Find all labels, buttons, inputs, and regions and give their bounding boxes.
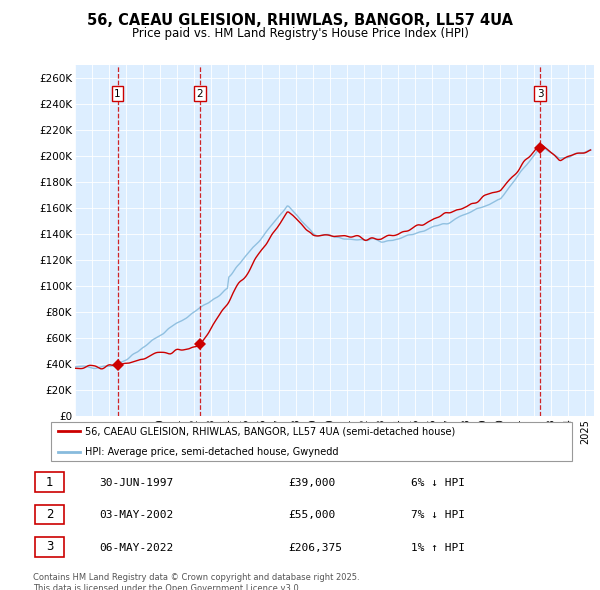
Text: 1% ↑ HPI: 1% ↑ HPI (411, 543, 465, 552)
Text: 30-JUN-1997: 30-JUN-1997 (99, 478, 173, 487)
Text: 2: 2 (46, 508, 53, 521)
Text: 7% ↓ HPI: 7% ↓ HPI (411, 510, 465, 520)
Text: 3: 3 (46, 540, 53, 553)
Text: 56, CAEAU GLEISION, RHIWLAS, BANGOR, LL57 4UA: 56, CAEAU GLEISION, RHIWLAS, BANGOR, LL5… (87, 13, 513, 28)
Text: £55,000: £55,000 (288, 510, 335, 520)
Text: 03-MAY-2002: 03-MAY-2002 (99, 510, 173, 520)
Text: Contains HM Land Registry data © Crown copyright and database right 2025.
This d: Contains HM Land Registry data © Crown c… (33, 573, 359, 590)
Text: Price paid vs. HM Land Registry's House Price Index (HPI): Price paid vs. HM Land Registry's House … (131, 27, 469, 40)
FancyBboxPatch shape (50, 422, 572, 461)
FancyBboxPatch shape (35, 472, 64, 492)
Text: 56, CAEAU GLEISION, RHIWLAS, BANGOR, LL57 4UA (semi-detached house): 56, CAEAU GLEISION, RHIWLAS, BANGOR, LL5… (85, 427, 455, 436)
Text: £206,375: £206,375 (288, 543, 342, 552)
Text: 1: 1 (46, 476, 53, 489)
FancyBboxPatch shape (35, 537, 64, 557)
Text: 1: 1 (114, 88, 121, 99)
Text: 6% ↓ HPI: 6% ↓ HPI (411, 478, 465, 487)
Text: £39,000: £39,000 (288, 478, 335, 487)
FancyBboxPatch shape (35, 504, 64, 525)
Text: HPI: Average price, semi-detached house, Gwynedd: HPI: Average price, semi-detached house,… (85, 447, 338, 457)
Text: 3: 3 (537, 88, 544, 99)
Text: 2: 2 (196, 88, 203, 99)
Text: 06-MAY-2022: 06-MAY-2022 (99, 543, 173, 552)
